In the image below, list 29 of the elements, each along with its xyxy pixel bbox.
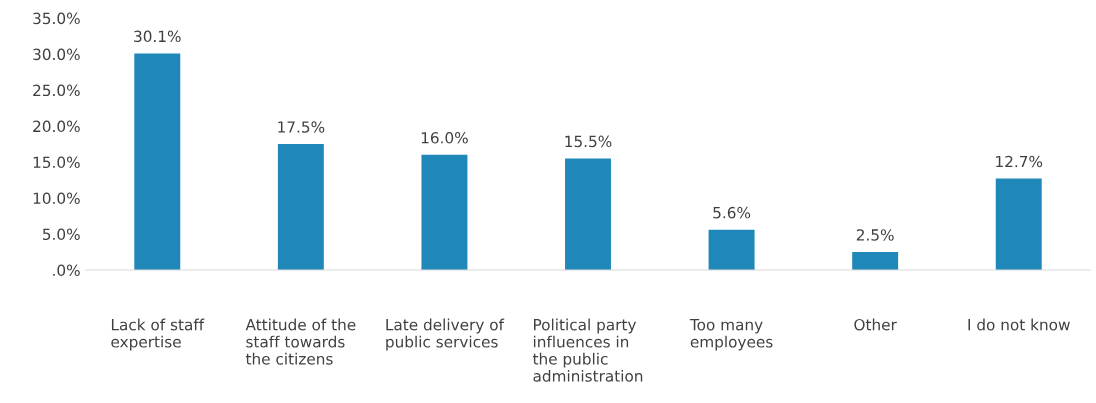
data-label: 2.5% [856,229,894,241]
bar [134,53,181,271]
bar [421,154,468,271]
y-tick-label: 10.0% [33,192,80,205]
y-tick-label: .0% [53,264,80,277]
bar [708,229,755,271]
x-tick-label: Political party influences in the public administration [532,318,643,382]
y-tick-label: 5.0% [42,228,80,241]
bar [277,144,324,271]
x-tick-label: Late delivery of public services [386,318,505,351]
bar [565,158,611,271]
data-label: 12.7% [996,155,1043,168]
x-tick-label: Too many employees [689,319,773,351]
bar [852,252,899,271]
y-tick-label: 15.0% [33,156,80,169]
y-tick-label: 20.0% [33,120,80,133]
y-tick-label: 30.0% [33,48,80,61]
data-label: 16.0% [421,132,468,144]
x-tick-label: Other [854,318,897,331]
y-tick-label: 25.0% [33,84,80,97]
data-label: 30.1% [134,30,181,43]
x-tick-label: I do not know [968,318,1070,331]
data-label: 15.5% [565,135,612,148]
x-tick-label: Lack of staff expertise [111,318,205,351]
x-tick-label: Attitude of the staff towards the citizens [245,318,356,365]
bar [995,178,1042,271]
data-label: 5.6% [713,206,751,219]
data-label: 17.5% [278,121,325,133]
y-tick-label: 35.0% [33,12,80,25]
